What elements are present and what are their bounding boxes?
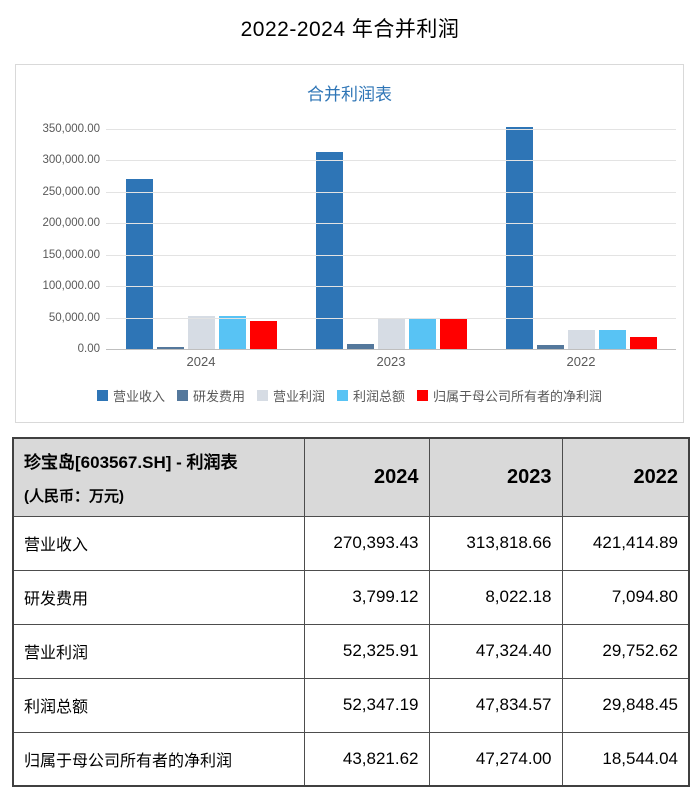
profit-table: 珍宝岛[603567.SH] - 利润表 (人民币：万元) 2024 2023 …	[12, 437, 690, 787]
column-header-2022: 2022	[561, 437, 690, 517]
legend-swatch	[417, 390, 429, 401]
legend-item: 研发费用	[176, 386, 245, 405]
bar-group-2023	[296, 127, 486, 349]
legend-item: 利润总额	[337, 386, 405, 405]
y-axis-tick-label: 300,000.00	[42, 154, 100, 167]
table-title: 珍宝岛[603567.SH] - 利润表	[24, 453, 238, 473]
table-row: 研发费用 3,799.12 8,022.18 7,094.80	[12, 569, 690, 625]
chart-legend: 营业收入 研发费用 营业利润 利润总额 归属于母公司所有者的净利润	[16, 386, 683, 405]
table-body: 营业收入 270,393.43 313,818.66 421,414.89 研发费用 3,…	[12, 515, 690, 787]
y-axis-tick-label: 350,000.00	[42, 123, 100, 135]
bar-利润总额-2024	[218, 316, 246, 349]
y-axis-tick-label: 200,000.00	[42, 217, 100, 230]
bar-研发费用-2022	[536, 345, 564, 349]
legend-label: 营业收入	[112, 389, 165, 404]
bar-group-2024	[106, 127, 296, 349]
value-cell: 29,752.62	[561, 623, 690, 679]
gridline	[106, 191, 676, 193]
legend-label: 营业利润	[272, 389, 325, 404]
bar-营业利润-2023	[377, 319, 405, 349]
bar-归属于母公司所有者的净利润-2024	[249, 321, 277, 349]
bar-groups	[106, 127, 676, 349]
row-label: 归属于母公司所有者的净利润	[12, 731, 305, 787]
bar-营业收入-2022	[505, 127, 533, 349]
page-title: 2022-2024 年合并利润	[240, 18, 460, 41]
x-axis-label-2023: 2023	[376, 354, 406, 369]
table-row: 归属于母公司所有者的净利润 43,821.62 47,274.00 18,544.04	[12, 731, 690, 787]
bar-营业利润-2024	[187, 316, 215, 349]
bar-group-2022	[486, 127, 676, 349]
table-header-row: 珍宝岛[603567.SH] - 利润表 (人民币：万元) 2024 2023 …	[12, 437, 690, 517]
table-row: 利润总额 52,347.19 47,834.57 29,848.45	[12, 677, 690, 733]
x-axis: 2024 2023 2022	[106, 354, 676, 369]
y-axis-tick-label: 150,000.00	[42, 248, 100, 261]
legend-item: 营业利润	[256, 386, 325, 405]
value-cell: 3,799.12	[303, 569, 430, 625]
bar-营业收入-2024	[125, 179, 153, 349]
bar-归属于母公司所有者的净利润-2023	[439, 319, 467, 349]
bar-研发费用-2024	[156, 347, 184, 349]
bar-研发费用-2023	[346, 344, 374, 349]
row-label: 利润总额	[12, 677, 305, 733]
legend-swatch	[176, 390, 188, 401]
value-cell: 7,094.80	[561, 569, 690, 625]
legend-label: 研发费用	[192, 389, 245, 404]
gridline	[106, 129, 676, 130]
legend-item: 营业收入	[96, 386, 165, 405]
value-cell: 43,821.62	[303, 731, 430, 787]
bar-利润总额-2022	[598, 330, 626, 349]
plot-area	[106, 127, 676, 350]
table-row: 营业收入 270,393.43 313,818.66 421,414.89	[12, 515, 690, 571]
legend-swatch	[96, 390, 108, 401]
value-cell: 18,544.04	[561, 731, 690, 787]
bar-营业收入-2023	[315, 152, 343, 349]
bar-营业利润-2022	[567, 330, 595, 349]
bar-利润总额-2023	[408, 319, 436, 349]
value-cell: 47,834.57	[428, 677, 563, 733]
gridline	[106, 254, 676, 256]
legend-swatch	[337, 390, 348, 401]
value-cell: 47,324.40	[428, 623, 563, 679]
value-cell: 8,022.18	[428, 569, 563, 625]
value-cell: 421,414.89	[561, 515, 690, 571]
legend-label: 利润总额	[353, 389, 406, 404]
value-cell: 313,818.66	[428, 515, 563, 571]
table-title-cell: 珍宝岛[603567.SH] - 利润表 (人民币：万元)	[12, 437, 305, 517]
legend-item: 归属于母公司所有者的净利润	[417, 386, 602, 405]
row-label: 营业利润	[12, 623, 305, 679]
chart-title: 合并利润表	[307, 85, 392, 104]
value-cell: 47,274.00	[428, 731, 563, 787]
y-axis-tick-label: 100,000.00	[42, 280, 100, 293]
y-axis-tick-label: 50,000.00	[48, 311, 100, 324]
gridline	[106, 223, 676, 225]
legend-swatch	[256, 390, 268, 401]
row-label: 研发费用	[12, 569, 305, 625]
bar-归属于母公司所有者的净利润-2022	[629, 337, 657, 349]
y-axis-tick-label: 250,000.00	[42, 185, 100, 198]
value-cell: 52,347.19	[303, 677, 430, 733]
value-cell: 29,848.45	[561, 677, 690, 733]
gridline	[106, 160, 676, 162]
value-cell: 52,325.91	[303, 623, 430, 679]
x-axis-label-2022: 2022	[566, 354, 596, 369]
table-unit-label: (人民币：万元)	[24, 488, 124, 506]
value-cell: 270,393.43	[303, 515, 430, 571]
x-axis-label-2024: 2024	[186, 354, 216, 369]
gridline	[106, 317, 676, 319]
table-row: 营业利润 52,325.91 47,324.40 29,752.62	[12, 623, 690, 679]
column-header-2023: 2023	[428, 437, 563, 517]
legend-label: 归属于母公司所有者的净利润	[433, 389, 603, 404]
chart-panel: 合并利润表 350,000.00 300,000.00 250,000.00 200,…	[15, 64, 684, 423]
y-axis: 350,000.00 300,000.00 250,000.00 200,000.00…	[16, 65, 100, 365]
row-label: 营业收入	[12, 515, 305, 571]
gridline	[106, 286, 676, 288]
y-axis-tick-label: 0.00	[77, 343, 100, 355]
column-header-2024: 2024	[303, 437, 430, 517]
